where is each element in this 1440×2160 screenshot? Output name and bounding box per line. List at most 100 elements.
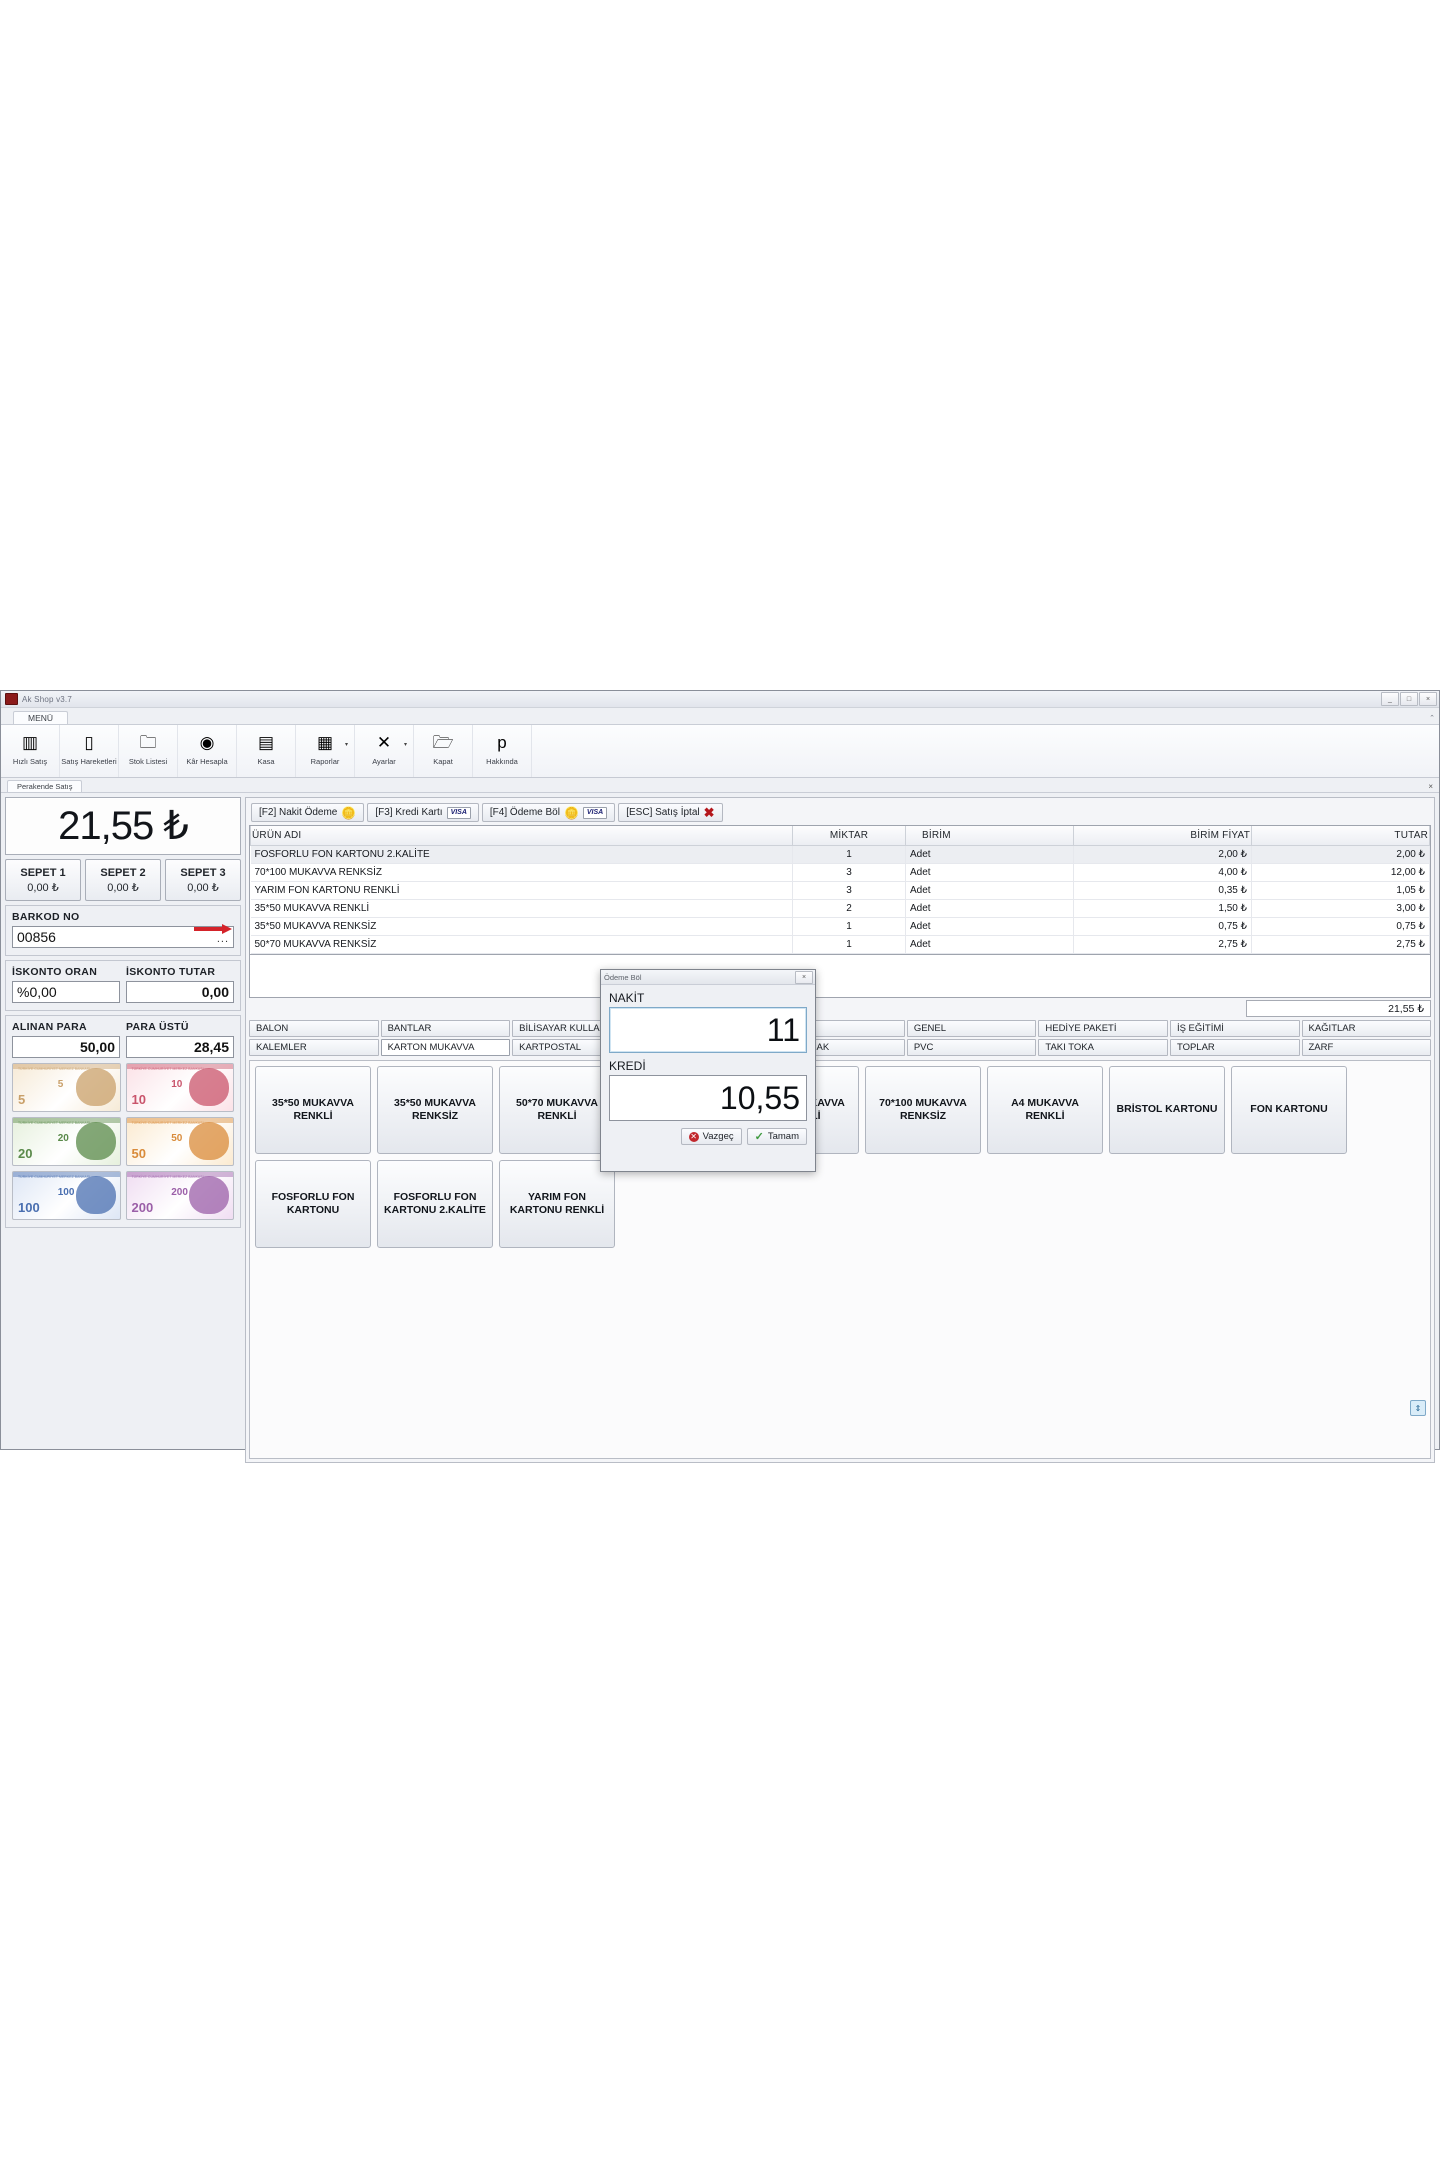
table-row[interactable]: 70*100 MUKAVVA RENKSİZ 3 Adet 4,00 ₺ 12,00 ₺ (250, 863, 1430, 882)
table-row[interactable]: YARIM FON KARTONU RENKLİ 3 Adet 0,35 ₺ 1,05 … (250, 881, 1430, 900)
ok-button[interactable]: ✓ Tamam (746, 1128, 807, 1145)
category-tab-taki-toka[interactable]: TAKI TOKA (1038, 1039, 1168, 1056)
banknote-value: 10 (131, 1092, 146, 1107)
cell-amount: 12,00 ₺ (1251, 863, 1430, 882)
header-unit[interactable]: BİRİM (905, 826, 1074, 846)
ribbon-item-label: Raporlar (310, 757, 340, 766)
cell-unit: Adet (905, 899, 1074, 918)
minimize-button[interactable]: _ (1381, 692, 1399, 706)
banknote-100-lira[interactable]: TÜRKİYE CUMHURİYET MERKEZ BANKASI 100 100 (12, 1171, 121, 1220)
ribbon-collapse-icon[interactable]: ⌃ (1429, 715, 1435, 722)
cancel-button[interactable]: ✕ Vazgeç (680, 1128, 742, 1145)
esc-cancel-sale-button[interactable]: [ESC] Satış İptal ✖ (618, 803, 723, 822)
ribbon-item-kapat[interactable]: 🗁 Kapat (414, 725, 473, 777)
f4-split-payment-button[interactable]: [F4] Ödeme Böl 🪙 VISA (481, 803, 616, 822)
header-product-name[interactable]: ÜRÜN ADI (250, 826, 793, 846)
product-button-bri-stol-kartonu[interactable]: BRİSTOL KARTONU (1109, 1066, 1225, 1154)
f2-cash-payment-button[interactable]: [F2] Nakit Ödeme 🪙 (251, 803, 365, 822)
product-button-fosforlu-fon-kartonu-2-kali-te[interactable]: FOSFORLU FON KARTONU 2.KALİTE (377, 1160, 493, 1248)
dialog-close-button[interactable]: × (795, 971, 813, 984)
discount-rate-input[interactable]: %0,00 (12, 981, 120, 1003)
product-button-35-50-mukavva-renksi-z[interactable]: 35*50 MUKAVVA RENKSİZ (377, 1066, 493, 1154)
tab-menu[interactable]: MENÜ (13, 711, 69, 724)
ataturk-portrait (75, 1068, 116, 1106)
ataturk-portrait (189, 1122, 229, 1160)
header-amount[interactable]: TUTAR (1251, 826, 1430, 846)
document-tab-strip: Perakende Satış × (1, 778, 1439, 793)
banknote-10-lira[interactable]: TÜRKİYE CUMHURİYET MERKEZ BANKASI 10 10 (125, 1063, 234, 1112)
category-tab-ka-itlar[interactable]: KAĞITLAR (1301, 1020, 1432, 1037)
split-payment-dialog: Ödeme Böl × NAKİT 11 KREDİ 10,55 ✕ Vazge… (600, 969, 816, 1172)
chevron-down-icon[interactable]: ▾ (403, 742, 407, 748)
product-button-label: 50*70 MUKAVVA RENKLİ (516, 1096, 598, 1122)
ribbon-item-k-r-hesapla[interactable]: ◉ Kâr Hesapla (178, 725, 237, 777)
category-tab-pvc[interactable]: PVC (906, 1039, 1037, 1056)
table-row[interactable]: 50*70 MUKAVVA RENKSİZ 1 Adet 2,75 ₺ 2,75 ₺ (250, 935, 1430, 954)
ribbon-item-sat-hareketleri[interactable]: ▯ Satış Hareketleri (60, 725, 119, 777)
banknote-value: 50 (131, 1146, 146, 1161)
close-button[interactable]: × (1419, 692, 1437, 706)
category-tab-toplar[interactable]: TOPLAR (1169, 1039, 1300, 1056)
table-row[interactable]: 35*50 MUKAVVA RENKSİZ 1 Adet 0,75 ₺ 0,75 ₺ (250, 917, 1430, 936)
category-tab-hedi-ye-paketi-[interactable]: HEDİYE PAKETİ (1038, 1020, 1168, 1037)
doc-tab-close-icon[interactable]: × (1428, 782, 1433, 791)
banknote-value: 100 (18, 1200, 40, 1215)
category-tab-label: KALEMLER (256, 1042, 307, 1053)
category-tab-label: BALON (256, 1023, 289, 1034)
header-unit-price[interactable]: BİRİM FİYAT (1073, 826, 1252, 846)
product-button-50-70-mukavva-renkli-[interactable]: 50*70 MUKAVVA RENKLİ (499, 1066, 615, 1154)
ok-icon: ✓ (754, 1131, 764, 1143)
f3-credit-card-button[interactable]: [F3] Kredi Kartı VISA (367, 803, 479, 822)
category-tab-genel[interactable]: GENEL (906, 1020, 1037, 1037)
barcode-input[interactable]: 00856 (12, 926, 234, 948)
product-button-a4-mukavva-renkli-[interactable]: A4 MUKAVVA RENKLİ (987, 1066, 1103, 1154)
credit-label: KREDİ (609, 1059, 646, 1073)
ataturk-portrait (189, 1176, 229, 1214)
ribbon-item-label: Satış Hareketleri (61, 757, 117, 766)
basket-name: SEPET 2 (100, 866, 146, 879)
discount-panel: İSKONTO ORAN %0,00 İSKONTO TUTAR 0,00 (5, 960, 241, 1011)
basket-button-1[interactable]: SEPET 1 0,00 ₺ (5, 859, 81, 901)
ribbon-item-ayarlar[interactable]: ✕ ▾ Ayarlar (355, 725, 414, 777)
category-tab-karton-mukavva[interactable]: KARTON MUKAVVA (380, 1039, 511, 1056)
credit-value: 10,55 (719, 1079, 800, 1116)
received-input[interactable]: 50,00 (12, 1036, 120, 1058)
discount-amount-input[interactable]: 0,00 (126, 981, 234, 1003)
header-quantity[interactable]: MİKTAR (792, 826, 906, 846)
banknote-200-lira[interactable]: TÜRKİYE CUMHURİYET MERKEZ BANKASI 200 200 (125, 1171, 234, 1220)
barcode-more-icon[interactable]: ... (216, 933, 229, 945)
category-tab-kalemler[interactable]: KALEMLER (249, 1039, 379, 1056)
tab-perakende-satis[interactable]: Perakende Satış (7, 780, 83, 792)
ribbon-item-kasa[interactable]: ▤ Kasa (237, 725, 296, 777)
basket-button-3[interactable]: SEPET 3 0,00 ₺ (165, 859, 241, 901)
chevron-down-icon[interactable]: ▾ (344, 742, 348, 748)
product-button-fosforlu-fon-kartonu[interactable]: FOSFORLU FON KARTONU (255, 1160, 371, 1248)
banknote-band (126, 1064, 233, 1069)
category-tab-i-e-i-ti-mi-[interactable]: İŞ EĞİTİMİ (1169, 1020, 1300, 1037)
product-button-35-50-mukavva-renkli-[interactable]: 35*50 MUKAVVA RENKLİ (255, 1066, 371, 1154)
cash-input[interactable]: 11 (609, 1007, 807, 1053)
product-button-yarim-fon-kartonu-renkli-[interactable]: YARIM FON KARTONU RENKLİ (499, 1160, 615, 1248)
barcode-label: BARKOD NO (12, 911, 80, 923)
table-row[interactable]: 35*50 MUKAVVA RENKLİ 2 Adet 1,50 ₺ 3,00 ₺ (250, 899, 1430, 918)
ribbon-item-hakk-nda[interactable]: p Hakkında (473, 725, 532, 777)
ribbon-item-h-zl-sat-[interactable]: ▥ Hızlı Satış (1, 725, 60, 777)
ribbon-item-raporlar[interactable]: ▦ ▾ Raporlar (296, 725, 355, 777)
banknote-5-lira[interactable]: TÜRKİYE CUMHURİYET MERKEZ BANKASI 5 5 (12, 1063, 121, 1112)
banknote-value: 5 (18, 1092, 26, 1107)
basket-button-2[interactable]: SEPET 2 0,00 ₺ (85, 859, 161, 901)
product-button-label: FOSFORLU FON KARTONU (271, 1190, 355, 1216)
banknote-20-lira[interactable]: TÜRKİYE CUMHURİYET MERKEZ BANKASI 20 20 (12, 1117, 121, 1166)
category-tab-bantlar[interactable]: BANTLAR (380, 1020, 511, 1037)
banknote-50-lira[interactable]: TÜRKİYE CUMHURİYET MERKEZ BANKASI 50 50 (125, 1117, 234, 1166)
category-tab-balon[interactable]: BALON (249, 1020, 379, 1037)
scroll-toggle-icon[interactable]: ⇕ (1410, 1400, 1426, 1416)
credit-input[interactable]: 10,55 (609, 1075, 807, 1121)
ribbon-item-stok-listesi[interactable]: 🗀 Stok Listesi (119, 725, 178, 777)
product-button-fon-kartonu[interactable]: FON KARTONU (1231, 1066, 1347, 1154)
discount-amount-value: 0,00 (201, 984, 229, 1000)
maximize-button[interactable]: □ (1400, 692, 1418, 706)
product-button-70-100-mukavva-renksi-z[interactable]: 70*100 MUKAVVA RENKSİZ (865, 1066, 981, 1154)
category-tab-zarf[interactable]: ZARF (1301, 1039, 1432, 1056)
